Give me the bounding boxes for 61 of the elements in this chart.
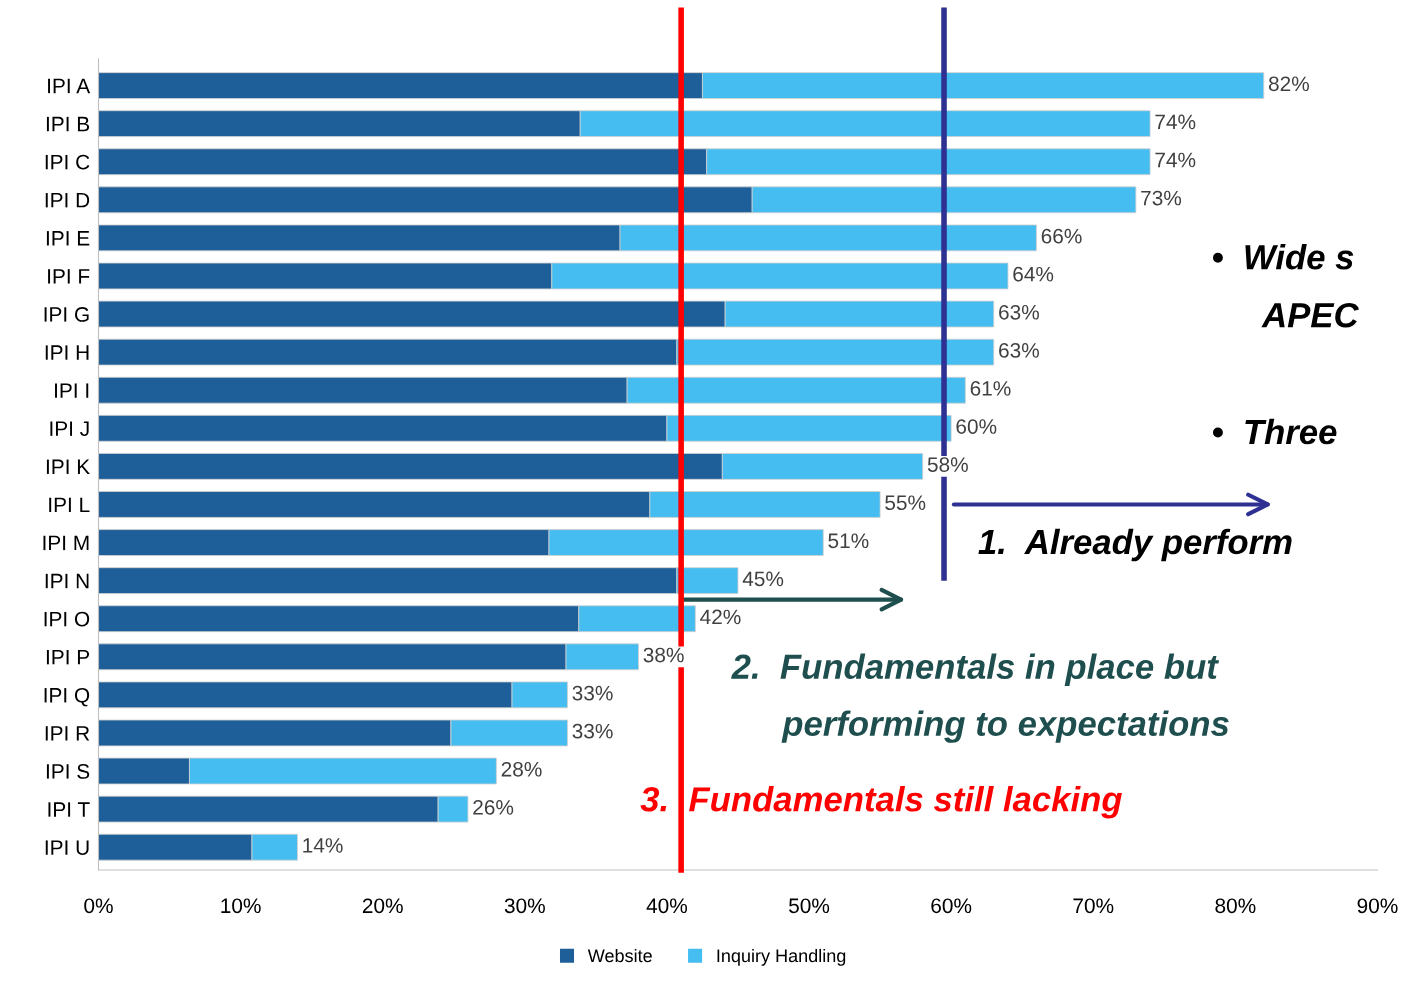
total-label: 14% [303,838,343,853]
total-label: 74% [1155,114,1196,130]
total-label: 38% [643,647,684,663]
y-tick-label: IPI R [45,726,90,741]
x-tick-label: 40% [646,898,688,914]
total-label: 74% [1155,152,1196,168]
total-label: 61% [970,381,1011,396]
total-label: 66% [1041,228,1082,244]
y-tick-label: IPI C [45,154,90,170]
y-tick-label: IPI I [55,383,89,398]
y-tick-label: IPI A [48,78,91,94]
legend-label: Website [587,948,652,963]
x-tick-label: 70% [1073,898,1114,914]
y-tick-label: IPI T [48,802,90,817]
total-label: 33% [572,723,613,739]
annotation: performing to expectations [781,710,1229,743]
y-tick-label: IPI D [45,193,90,208]
annotation: • Wide s [1212,244,1354,270]
y-tick-label: IPI B [46,116,90,132]
y-tick-label: IPI F [48,269,90,284]
total-label: 28% [501,761,542,777]
total-label: 63% [999,304,1039,320]
annotation: 3. Fundamentals still lacking [640,786,1122,819]
total-label: 82% [1268,76,1309,92]
x-tick-label: 90% [1357,898,1398,914]
x-tick-label: 10% [221,898,261,914]
y-tick-label: IPI N [45,573,89,589]
annotation: • Three [1212,418,1337,445]
y-tick-label: IPI S [46,764,90,779]
x-tick-label: 80% [1215,898,1256,914]
total-label: 33% [572,685,613,701]
total-label: 60% [956,419,997,434]
total-label: 45% [742,571,784,587]
y-tick-label: IPI U [45,840,89,855]
y-tick-label: IPI H [45,345,89,360]
y-tick-label: IPI E [46,231,90,246]
total-label: 51% [828,533,869,549]
x-tick-label: 60% [931,898,972,914]
y-tick-label: IPI G [44,307,89,322]
x-tick-label: 50% [789,898,830,914]
y-tick-label: IPI O [44,611,90,627]
annotation: APEC [1261,302,1359,328]
y-tick-label: IPI P [46,650,90,665]
legend-label: Inquiry Handling [717,948,846,966]
total-label: 42% [700,609,741,625]
y-tick-label: IPI J [50,421,89,437]
total-label: 63% [999,342,1039,358]
total-label: 73% [1141,190,1182,206]
total-label: 55% [885,495,926,511]
annotation: 2. Fundamentals in place but [731,653,1220,686]
y-tick-label: IPI K [46,459,90,474]
total-label: 58% [927,457,968,472]
x-tick-label: 0% [84,898,113,914]
x-tick-label: 20% [362,898,403,914]
total-label: 64% [1013,266,1054,282]
x-tick-label: 30% [504,898,545,914]
y-tick-label: IPI L [49,497,90,513]
y-tick-label: IPI M [43,535,89,551]
annotation: 1. Already perform [978,528,1292,562]
y-tick-label: IPI Q [44,687,90,707]
total-label: 26% [473,799,514,815]
